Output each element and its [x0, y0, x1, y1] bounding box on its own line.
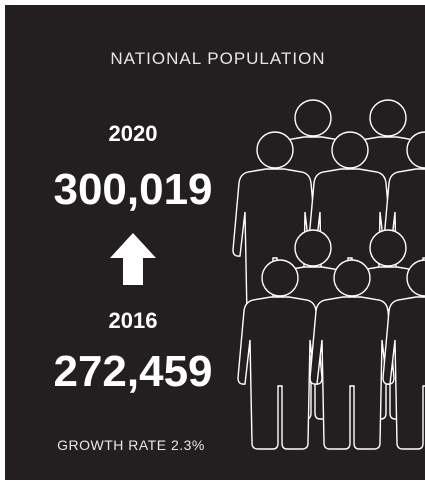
year: 2020: [109, 121, 158, 146]
year: 2016: [109, 308, 158, 333]
people-illustration: [232, 99, 425, 450]
title: NATIONAL POPULATION: [110, 49, 325, 68]
population: 272,459: [53, 347, 212, 396]
population: 300,019: [53, 165, 212, 214]
growth-rate: GROWTH RATE 2.3%: [57, 437, 205, 453]
up-arrow: [110, 233, 156, 285]
